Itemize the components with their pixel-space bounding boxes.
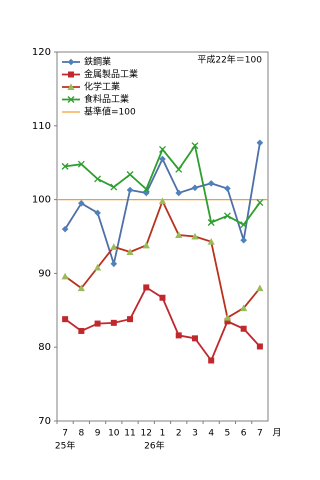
- marker: [62, 316, 69, 323]
- marker: [256, 139, 264, 147]
- marker: [110, 183, 118, 191]
- legend-marker: [67, 58, 75, 66]
- marker: [126, 171, 134, 178]
- legend-label: 鉄鋼業: [84, 56, 111, 68]
- y-tick-label: 70: [38, 416, 51, 427]
- marker: [223, 212, 231, 220]
- x-tick-label: 5: [225, 429, 231, 439]
- x-tick-label: 4: [208, 429, 214, 439]
- marker: [94, 209, 101, 217]
- marker: [126, 186, 134, 194]
- marker: [110, 319, 117, 326]
- x-tick-label: 10: [108, 429, 120, 439]
- marker: [175, 332, 182, 339]
- marker: [256, 284, 264, 292]
- legend-marker: [67, 83, 75, 90]
- marker: [143, 284, 150, 291]
- marker: [207, 219, 215, 226]
- legend-label: 金属製品工業: [84, 68, 138, 80]
- x-year-label: 26年: [144, 440, 164, 452]
- marker: [126, 248, 134, 255]
- marker: [142, 241, 150, 249]
- marker: [93, 263, 102, 271]
- legend-label: 化学工業: [84, 81, 120, 93]
- marker: [94, 175, 102, 183]
- marker: [159, 155, 166, 163]
- marker: [175, 189, 183, 197]
- plot-frame: [56, 51, 269, 422]
- x-unit: 月: [272, 428, 281, 439]
- x-tick-label: 2: [176, 429, 182, 439]
- marker: [127, 316, 134, 323]
- annotation: 平成22年＝100: [197, 54, 262, 66]
- marker: [77, 284, 85, 292]
- marker: [110, 243, 118, 250]
- y-tick-label: 110: [32, 121, 51, 132]
- x-tick-label: 6: [241, 429, 247, 439]
- marker: [224, 318, 231, 325]
- marker: [61, 225, 69, 233]
- legend-label: 基準値=100: [84, 106, 136, 118]
- marker: [191, 335, 198, 342]
- x-tick-label: 1: [160, 429, 166, 439]
- marker: [78, 327, 85, 334]
- marker: [159, 145, 166, 153]
- y-tick-label: 80: [38, 342, 51, 353]
- marker: [77, 160, 85, 168]
- marker: [256, 199, 264, 207]
- legend-marker: [68, 71, 74, 78]
- marker: [94, 320, 101, 327]
- x-tick-label: 7: [257, 429, 263, 439]
- marker: [223, 314, 232, 321]
- y-tick-label: 90: [38, 268, 51, 279]
- marker: [175, 231, 183, 239]
- marker: [256, 343, 263, 350]
- x-tick-label: 11: [124, 429, 135, 439]
- legend-marker: [67, 96, 75, 103]
- marker: [110, 260, 118, 268]
- x-tick-label: 7: [62, 429, 68, 439]
- marker: [207, 180, 215, 187]
- marker: [142, 185, 150, 193]
- marker: [158, 197, 167, 205]
- marker: [159, 294, 166, 301]
- marker: [61, 162, 69, 170]
- marker: [191, 184, 199, 192]
- x-tick-label: 9: [95, 429, 101, 439]
- y-tick-label: 120: [32, 47, 51, 58]
- x-tick-label: 8: [78, 429, 84, 439]
- marker: [240, 325, 247, 332]
- x-year-label: 25年: [55, 440, 75, 452]
- marker: [240, 304, 248, 312]
- x-tick-label: 3: [192, 429, 198, 439]
- marker: [240, 236, 247, 244]
- marker: [191, 232, 199, 240]
- marker: [224, 185, 231, 192]
- marker: [142, 189, 150, 197]
- marker: [61, 272, 69, 280]
- marker: [78, 199, 85, 207]
- marker: [191, 142, 199, 150]
- marker: [175, 165, 183, 173]
- marker: [208, 357, 215, 364]
- legend-label: 食料品工業: [84, 93, 129, 105]
- y-tick-label: 100: [32, 195, 51, 206]
- x-tick-label: 12: [141, 429, 152, 439]
- marker: [240, 221, 248, 229]
- marker: [207, 238, 215, 245]
